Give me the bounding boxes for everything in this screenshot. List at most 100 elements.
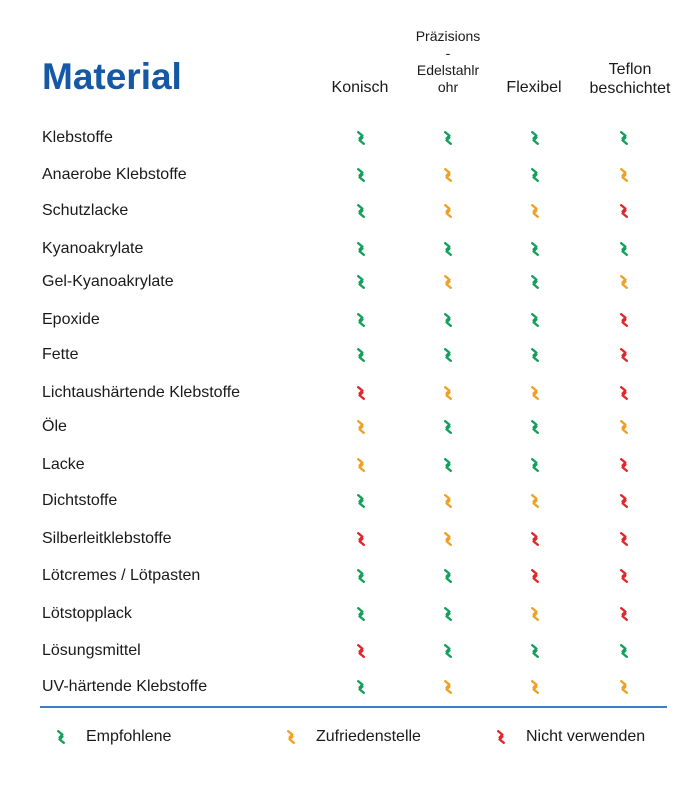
column-header-line: ohr	[437, 79, 459, 95]
rating-recommended-icon	[354, 607, 368, 623]
legend-label: Empfohlene	[86, 728, 172, 745]
rating-satisfactory-icon	[441, 168, 455, 184]
rating-satisfactory-icon	[441, 204, 455, 220]
rating-recommended-icon	[354, 168, 368, 184]
row-label: Klebstoffe	[42, 129, 113, 146]
table-row: Lötcremes / Lötpasten	[0, 565, 698, 589]
rating-satisfactory-icon	[617, 275, 631, 291]
rating-not-recommended-icon	[617, 458, 631, 474]
rating-recommended-icon	[354, 569, 368, 585]
column-header-line: -	[445, 45, 451, 61]
table-row: Fette	[0, 344, 698, 368]
row-label: UV-härtende Klebstoffe	[42, 678, 208, 695]
rating-recommended-icon	[528, 420, 542, 436]
rating-not-recommended-icon	[354, 386, 368, 402]
rating-recommended-icon	[617, 242, 631, 258]
rating-not-recommended-icon	[528, 532, 542, 548]
rating-recommended-icon	[441, 131, 455, 147]
row-label: Silberleitklebstoffe	[42, 530, 172, 547]
rating-not-recommended-icon	[528, 569, 542, 585]
rating-recommended-icon	[354, 313, 368, 329]
rating-satisfactory-icon	[528, 386, 542, 402]
table-row: UV-härtende Klebstoffe	[0, 676, 698, 700]
table-row: Kyanoakrylate	[0, 238, 698, 262]
column-header-flexibel: Flexibel	[506, 79, 562, 96]
row-label: Lichtaushärtende Klebstoffe	[42, 384, 241, 401]
rating-satisfactory-icon	[441, 275, 455, 291]
rating-not-recommended-icon	[617, 532, 631, 548]
column-header-line: Präzisions	[415, 28, 481, 44]
row-label: Gel-Kyanoakrylate	[42, 273, 174, 290]
rating-not-recommended-icon	[617, 607, 631, 623]
rating-not-recommended-icon	[617, 386, 631, 402]
column-header-line: Teflon	[608, 61, 652, 78]
column-header-konisch: Konisch	[331, 79, 389, 96]
row-label: Lacke	[42, 456, 85, 473]
column-header-line: Edelstahlr	[416, 62, 480, 78]
check-chevron-icon	[284, 730, 298, 746]
rating-not-recommended-icon	[617, 569, 631, 585]
rating-recommended-icon	[354, 275, 368, 291]
rating-recommended-icon	[441, 242, 455, 258]
table-row: Klebstoffe	[0, 127, 698, 151]
rating-recommended-icon	[441, 644, 455, 660]
row-label: Fette	[42, 346, 79, 363]
column-header-praezisions-edelstahlrohr: Präzisions - Edelstahlr ohr	[400, 28, 496, 96]
rating-satisfactory-icon	[528, 680, 542, 696]
check-chevron-icon	[54, 730, 68, 746]
table-row: Dichtstoffe	[0, 490, 698, 514]
rating-recommended-icon	[354, 494, 368, 510]
rating-recommended-icon	[441, 458, 455, 474]
row-label: Lötstopplack	[42, 605, 132, 622]
rating-recommended-icon	[528, 168, 542, 184]
table-row: Epoxide	[0, 309, 698, 333]
rating-satisfactory-icon	[354, 420, 368, 436]
column-header-teflon-beschichtet: Teflon beschichtet	[576, 60, 684, 98]
check-chevron-icon	[494, 730, 508, 746]
rating-recommended-icon	[354, 242, 368, 258]
row-label: Lötcremes / Lötpasten	[42, 567, 201, 584]
table-row: Gel-Kyanoakrylate	[0, 271, 698, 295]
column-header-line: beschichtet	[589, 80, 671, 97]
table-row: Öle	[0, 416, 698, 440]
page-title: Material	[42, 56, 182, 97]
table-row: Silberleitklebstoffe	[0, 528, 698, 552]
table-row: Schutzlacke	[0, 200, 698, 224]
rating-recommended-icon	[528, 644, 542, 660]
rating-recommended-icon	[528, 131, 542, 147]
rating-not-recommended-icon	[354, 532, 368, 548]
rating-not-recommended-icon	[617, 204, 631, 220]
rating-satisfactory-icon	[528, 607, 542, 623]
rating-recommended-icon	[354, 131, 368, 147]
rating-recommended-icon	[441, 348, 455, 364]
table-row: Anaerobe Klebstoffe	[0, 164, 698, 188]
rating-not-recommended-icon	[617, 313, 631, 329]
rating-recommended-icon	[354, 348, 368, 364]
rating-recommended-icon	[528, 348, 542, 364]
rating-satisfactory-icon	[441, 494, 455, 510]
rating-recommended-icon	[617, 644, 631, 660]
rating-recommended-icon	[354, 204, 368, 220]
rating-recommended-icon	[528, 313, 542, 329]
rating-satisfactory-icon	[617, 680, 631, 696]
table-row: Lösungsmittel	[0, 640, 698, 664]
rating-not-recommended-icon	[617, 494, 631, 510]
rating-satisfactory-icon	[441, 680, 455, 696]
rating-recommended-icon	[354, 680, 368, 696]
row-label: Dichtstoffe	[42, 492, 118, 509]
rating-recommended-icon	[441, 420, 455, 436]
divider	[40, 706, 667, 708]
row-label: Schutzlacke	[42, 202, 129, 219]
row-label: Lösungsmittel	[42, 642, 141, 659]
rating-recommended-icon	[441, 313, 455, 329]
rating-satisfactory-icon	[617, 420, 631, 436]
rating-not-recommended-icon	[617, 348, 631, 364]
rating-satisfactory-icon	[528, 494, 542, 510]
rating-satisfactory-icon	[617, 168, 631, 184]
row-label: Anaerobe Klebstoffe	[42, 166, 187, 183]
rating-recommended-icon	[441, 607, 455, 623]
rating-recommended-icon	[528, 458, 542, 474]
table-row: Lacke	[0, 454, 698, 478]
rating-not-recommended-icon	[354, 644, 368, 660]
table-row: Lötstopplack	[0, 603, 698, 627]
